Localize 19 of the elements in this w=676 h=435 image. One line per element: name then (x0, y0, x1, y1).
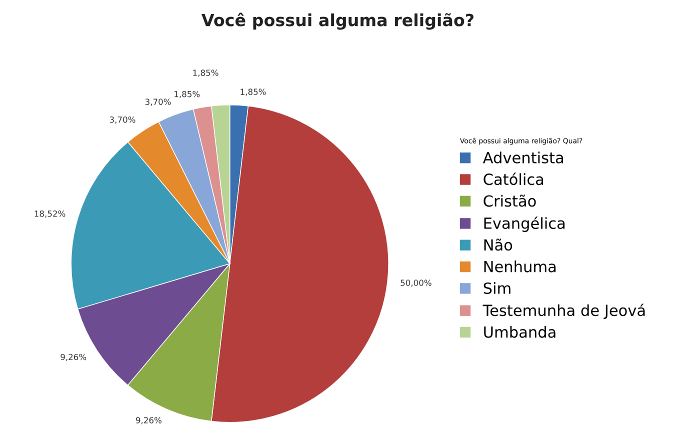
legend-label: Adventista (482, 152, 563, 164)
legend-label: Não (484, 238, 512, 251)
data-label: 1,85% (174, 90, 200, 98)
data-label: 3,70% (145, 98, 171, 106)
legend-label: Católica (484, 172, 544, 186)
legend-label: Testemunha de Jeová (482, 304, 645, 319)
data-label: 1,85% (240, 88, 266, 96)
legend-label: Evangélica (484, 216, 565, 232)
legend-label: Nenhuma (484, 260, 556, 272)
data-label: 9,26% (136, 417, 162, 424)
data-label: 50,00% (400, 280, 432, 287)
data-label: 9,26% (60, 354, 86, 362)
data-label: 1,85% (193, 70, 218, 77)
data-label: 3,70% (110, 116, 136, 124)
legend-label: Cristão (484, 194, 536, 207)
legend-label: Sim (484, 282, 510, 294)
data-label: 18,52% (34, 210, 66, 218)
chart-title: Você possui alguma religião? (202, 12, 474, 30)
legend-label: Umbanda (484, 326, 556, 338)
